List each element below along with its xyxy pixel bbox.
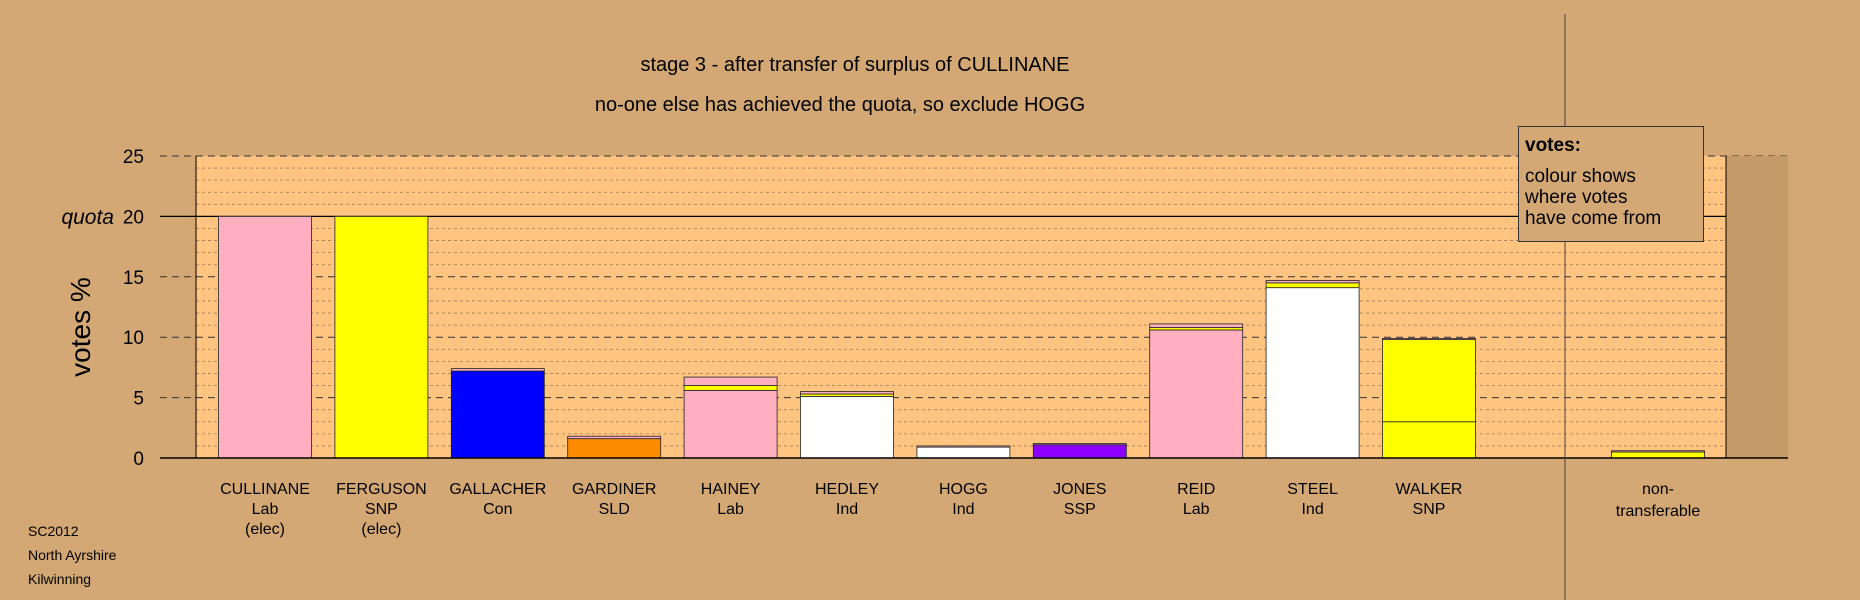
candidate-name: HOGG xyxy=(939,481,988,498)
legend-title: votes: xyxy=(1525,135,1581,156)
bar-gardiner-segment xyxy=(567,435,662,440)
category-labels: CULLINANE Lab (elec) FERGUSON SNP (elec) GALLA… xyxy=(220,481,1700,538)
candidate-party: Lab xyxy=(252,501,279,518)
right-margin-shade xyxy=(1726,156,1788,458)
candidate-party: Lab xyxy=(1183,501,1210,518)
y-tick-label: 0 xyxy=(133,449,144,470)
bar-hainey-segment xyxy=(683,385,778,391)
bar-walker-segment xyxy=(1382,338,1476,341)
footer-line-1: SC2012 xyxy=(28,523,79,539)
nontransferable-label: non- xyxy=(1642,481,1674,498)
chart-title: stage 3 - after transfer of surplus of C… xyxy=(640,54,1069,76)
y-tick-label: 15 xyxy=(123,268,144,289)
bar-steel-segment xyxy=(1265,280,1360,284)
bar-walker-segment xyxy=(1382,421,1476,459)
bar-ferguson-segment xyxy=(334,215,429,459)
candidate-party: SSP xyxy=(1064,501,1096,518)
axes: 0 5 10 15 20 25 xyxy=(123,14,1788,600)
bar-jones-segment xyxy=(1032,443,1127,446)
bar-steel-segment xyxy=(1265,282,1360,289)
bar-hedley-segment xyxy=(800,395,894,459)
candidate-party: SLD xyxy=(599,501,630,518)
bars xyxy=(218,215,1705,459)
candidate-name: HAINEY xyxy=(701,481,761,498)
candidate-name: REID xyxy=(1177,481,1215,498)
bar-cullinane-segment xyxy=(218,215,312,459)
bar-reid-segment xyxy=(1149,329,1244,459)
bar-hedley-segment xyxy=(800,391,894,395)
bar-nontransferable-segment xyxy=(1611,451,1705,459)
candidate-name: STEEL xyxy=(1287,481,1338,498)
legend-text: colour shows where votes have come from xyxy=(1525,166,1662,229)
quota-label: quota xyxy=(61,206,114,229)
bar-hainey-segment xyxy=(683,376,778,386)
footer-line-2: North Ayrshire xyxy=(28,547,117,563)
bar-jones-segment xyxy=(1032,444,1127,459)
bar-hogg-segment xyxy=(916,446,1011,459)
nontransferable-label: transferable xyxy=(1616,503,1701,520)
candidate-name: GARDINER xyxy=(572,481,656,498)
candidate-name: JONES xyxy=(1053,481,1106,498)
candidate-party: Lab xyxy=(717,501,744,518)
bar-nontransferable-segment xyxy=(1611,450,1705,453)
bar-gallacher-segment xyxy=(450,370,545,459)
candidate-party: Ind xyxy=(836,501,858,518)
candidate-party: Con xyxy=(483,501,512,518)
footer-line-3: Kilwinning xyxy=(28,571,91,587)
y-tick-label: 20 xyxy=(123,207,144,228)
bar-hainey-segment xyxy=(683,389,778,459)
candidate-note: (elec) xyxy=(245,521,285,538)
bar-steel-segment xyxy=(1265,287,1360,459)
legend: votes: colour shows where votes have com… xyxy=(1518,126,1704,242)
candidate-party: SNP xyxy=(365,501,398,518)
candidate-name: HEDLEY xyxy=(815,481,879,498)
y-tick-label: 25 xyxy=(123,147,144,168)
candidate-note: (elec) xyxy=(361,521,401,538)
candidate-party: Ind xyxy=(952,501,974,518)
candidate-party: SNP xyxy=(1413,501,1446,518)
candidate-party: Ind xyxy=(1301,501,1323,518)
y-tick-label: 5 xyxy=(133,389,144,410)
y-axis-label: votes % xyxy=(65,277,96,377)
y-tick-label: 10 xyxy=(123,328,144,349)
chart-subtitle: no-one else has achieved the quota, so e… xyxy=(595,94,1085,116)
candidate-name: CULLINANE xyxy=(220,481,310,498)
candidate-name: GALLACHER xyxy=(449,481,546,498)
bar-gardiner-segment xyxy=(567,438,662,459)
bar-reid-segment xyxy=(1149,323,1244,328)
bar-walker-segment xyxy=(1382,339,1476,423)
candidate-name: FERGUSON xyxy=(336,481,427,498)
candidate-name: WALKER xyxy=(1396,481,1463,498)
bar-gallacher-segment xyxy=(450,368,545,372)
bar-hogg-segment xyxy=(916,445,1011,448)
